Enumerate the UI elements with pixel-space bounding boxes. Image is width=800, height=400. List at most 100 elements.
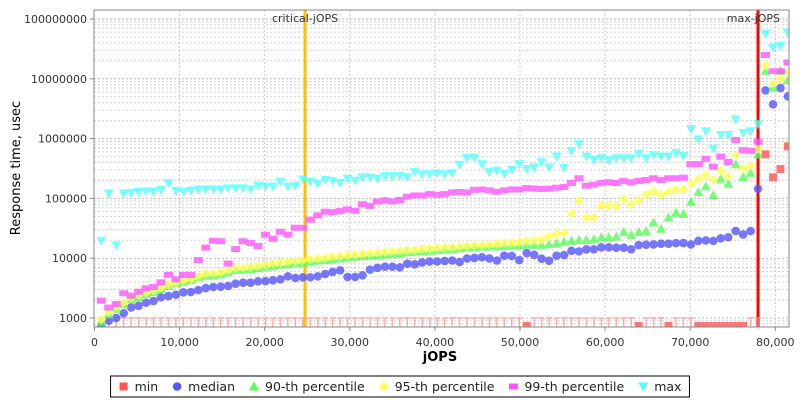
min-point [561,317,568,327]
median-point [231,279,240,288]
99-th-percentile-point [417,192,427,199]
grid [94,10,789,327]
min-point [389,317,396,327]
min-point [575,317,582,327]
max-point [200,185,211,195]
99-th-percentile-point [134,288,144,295]
min-point [755,317,762,327]
99-th-percentile-point [358,201,368,208]
min-point [694,322,703,327]
max-point [469,153,480,163]
median-point [731,226,740,236]
99-th-percentile-point [216,238,226,245]
min-point [277,317,284,327]
95-th-percentile-point [551,228,562,239]
99-th-percentile-point [746,147,756,154]
min-point [598,317,605,327]
legend-label: max [654,379,681,394]
median-point [597,243,606,252]
max-point [678,151,689,161]
95-th-percentile-point [768,78,779,89]
90-th-percentile-point [573,234,584,244]
median-point [216,282,226,291]
95-th-percentile-point [566,208,577,219]
99-th-percentile-point [484,187,494,194]
min-point [546,317,553,327]
max-point [193,185,204,195]
max-point [723,130,734,140]
95-th-percentile-point [723,170,734,181]
min-point [650,317,657,327]
min-point [701,322,710,327]
median-point [350,272,360,282]
max-point [484,168,495,178]
95-th-percentile-point [342,250,353,261]
90-th-percentile-point [559,236,570,246]
min-point [284,317,291,327]
median-point [492,256,502,265]
median-point [477,252,487,262]
99-th-percentile-point [507,186,517,193]
95-th-percentile-point [245,262,256,273]
95-th-percentile-point [439,242,450,253]
99-th-percentile-point [492,188,502,195]
max-point [566,147,577,157]
min-point [172,317,179,327]
max-point [618,154,629,164]
plot-border [93,9,790,328]
max-point [454,160,465,170]
99-th-percentile-point [619,178,629,185]
90-th-percentile-point [581,234,592,244]
min-point [255,317,262,327]
min-point [202,317,209,327]
max-point [656,152,667,162]
min-point [613,317,620,327]
median-point [223,281,233,291]
x-axis-title: jOPS [422,350,457,365]
95-th-percentile-point [484,239,495,250]
95-th-percentile-point [730,150,741,161]
max-point [103,189,114,199]
min-point [217,317,224,327]
median-point [171,290,181,300]
99-th-percentile-point [581,182,591,189]
95-th-percentile-point [476,240,487,251]
max-point [170,186,181,196]
min-point [776,165,785,174]
min-point [195,317,202,327]
min-point [464,317,471,327]
max-point [215,185,226,195]
99-th-percentile-point [253,242,263,249]
min-point [180,317,187,327]
median-point [649,240,658,249]
median-point [365,265,375,274]
99-th-percentile-point [178,271,188,278]
95-th-percentile-point [641,189,652,200]
x-axis-ticks: 0 10,000 20,000 30,000 40,000 50,000 60,000 70,… [91,327,795,349]
99-th-percentile-point [701,155,711,162]
99-th-percentile-point [193,257,203,264]
max-point [185,186,196,196]
min-point [247,317,254,327]
95-th-percentile-point [693,174,704,185]
min-point [292,317,299,327]
median-point [261,276,270,286]
legend-square-icon [119,382,128,391]
95-th-percentile-point [312,253,323,264]
99-th-percentile-point [589,181,599,188]
max-point [514,160,525,170]
99-th-percentile-point [753,138,763,145]
min-point [553,317,560,327]
95-th-percentile-point [357,249,368,260]
median-point [305,272,315,282]
median-point [686,240,696,249]
min-point [783,142,789,151]
min-point [716,322,725,327]
99-th-percentile-point [656,177,666,184]
95-th-percentile-point [208,268,219,279]
90-th-percentile-point [730,159,741,169]
legend-item-99-th-percentile: 99-th percentile [508,379,625,394]
min-point [322,317,329,327]
max-point [379,172,390,182]
95-th-percentile-point [656,189,667,200]
